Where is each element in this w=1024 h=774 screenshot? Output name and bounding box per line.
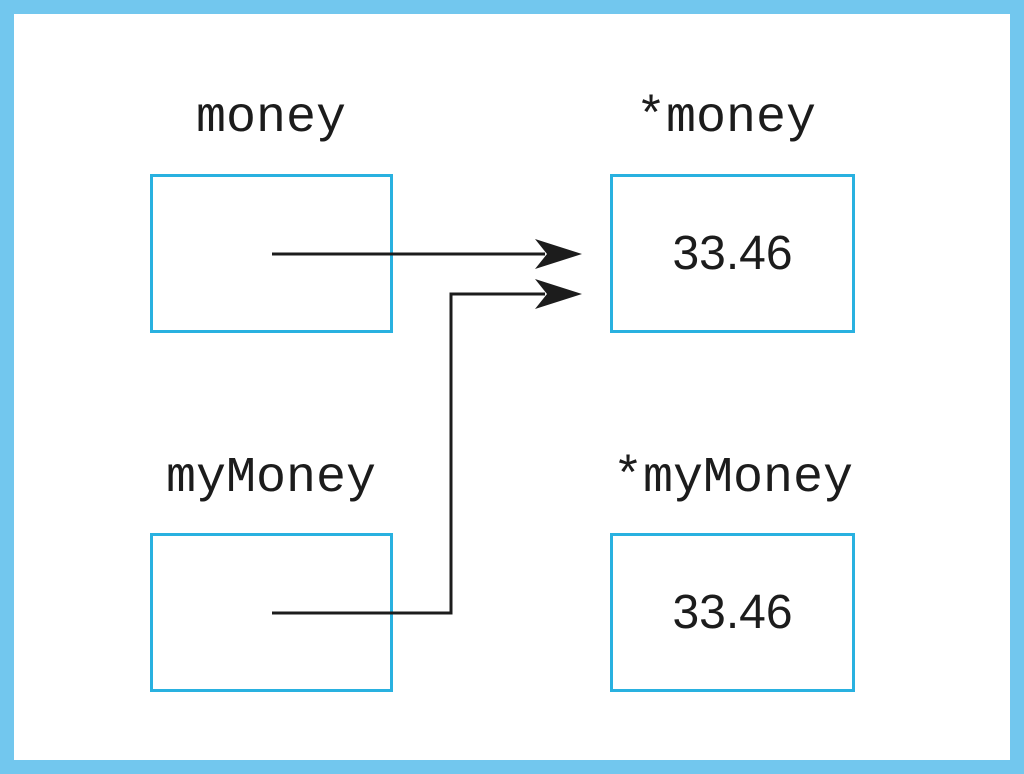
label-deref-money: *money — [635, 90, 817, 147]
value-deref-money: 33.46 — [672, 226, 793, 280]
label-mymoney: myMoney — [165, 450, 377, 507]
box-mymoney — [150, 533, 393, 692]
box-money — [150, 174, 393, 333]
value-deref-mymoney: 33.46 — [672, 585, 793, 639]
box-deref-money: 33.46 — [610, 174, 855, 333]
box-deref-mymoney: 33.46 — [610, 533, 855, 692]
label-money: money — [195, 90, 347, 147]
label-deref-mymoney: *myMoney — [612, 450, 854, 507]
